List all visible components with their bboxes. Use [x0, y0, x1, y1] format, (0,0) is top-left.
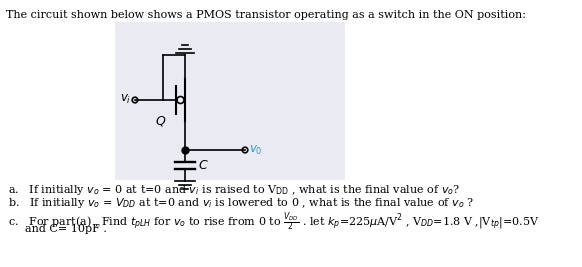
Text: a.   If initially $v_o$ = 0 at t=0 and $v_i$ is raised to V$_{\rm DD}$ , what is: a. If initially $v_o$ = 0 at t=0 and $v_…: [8, 183, 460, 197]
Text: b.   If initially $v_o$ = $V_{DD}$ at t=0 and $v_i$ is lowered to 0 , what is th: b. If initially $v_o$ = $V_{DD}$ at t=0 …: [8, 197, 474, 210]
FancyBboxPatch shape: [115, 22, 345, 180]
Text: $C$: $C$: [198, 159, 209, 172]
Text: $Q$: $Q$: [155, 114, 166, 128]
Text: $v_i$: $v_i$: [120, 92, 131, 105]
Text: $v_0$: $v_0$: [249, 143, 262, 156]
Text: The circuit shown below shows a PMOS transistor operating as a switch in the ON : The circuit shown below shows a PMOS tra…: [6, 10, 526, 20]
Text: and C= 10pF .: and C= 10pF .: [25, 223, 107, 234]
Text: c.   For part(a) , Find $t_{pLH}$ for $v_o$ to rise from 0 to $\frac{V_{DD}}{2}$: c. For part(a) , Find $t_{pLH}$ for $v_o…: [8, 210, 540, 233]
